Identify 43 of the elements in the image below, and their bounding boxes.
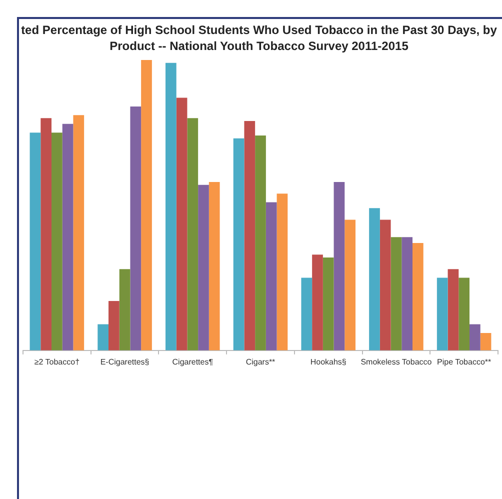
bar <box>119 269 130 350</box>
bar <box>436 278 448 350</box>
bar <box>52 132 62 350</box>
bar <box>40 118 52 350</box>
x-tick-label: Pipe Tobacco** <box>437 357 492 366</box>
bar <box>448 269 459 350</box>
bar <box>301 278 312 350</box>
bar <box>470 324 480 350</box>
x-tick-label: Cigarettes¶ <box>172 357 214 366</box>
bar <box>130 106 142 350</box>
x-tick-label: E-Cigarettes§ <box>100 357 150 366</box>
bar <box>73 115 84 350</box>
x-tick-label: Hookahs§ <box>310 357 346 366</box>
bar <box>402 237 412 350</box>
bar <box>369 208 380 350</box>
bar <box>344 220 356 350</box>
bar <box>312 254 323 350</box>
bar <box>458 278 470 350</box>
bar <box>276 194 288 350</box>
bar <box>412 242 424 350</box>
bar <box>322 257 334 350</box>
bar <box>208 182 220 350</box>
chart-title: ted Percentage of High School Students Who Used Tobacco in the Past 30 Days, by Product -- National Youth Tobacco Survey 2011-2015 <box>20 22 498 54</box>
bar <box>187 118 198 350</box>
bar <box>233 138 244 350</box>
bar <box>198 184 209 350</box>
bar <box>380 220 391 350</box>
bar <box>390 237 402 350</box>
bar <box>255 136 266 350</box>
bar <box>266 202 277 350</box>
bar <box>98 324 108 350</box>
bar <box>141 60 152 350</box>
x-tick-label: ≥2 Tobacco† <box>34 357 80 366</box>
bar <box>244 120 256 350</box>
bar <box>334 182 345 350</box>
x-tick-label: Smokeless Tobacco <box>360 357 432 366</box>
x-tick-label: Cigars** <box>246 357 276 366</box>
bar <box>480 332 492 350</box>
bar <box>62 124 74 350</box>
bar <box>176 98 188 350</box>
bar <box>166 62 176 350</box>
bar <box>30 132 41 350</box>
bar <box>108 301 120 350</box>
